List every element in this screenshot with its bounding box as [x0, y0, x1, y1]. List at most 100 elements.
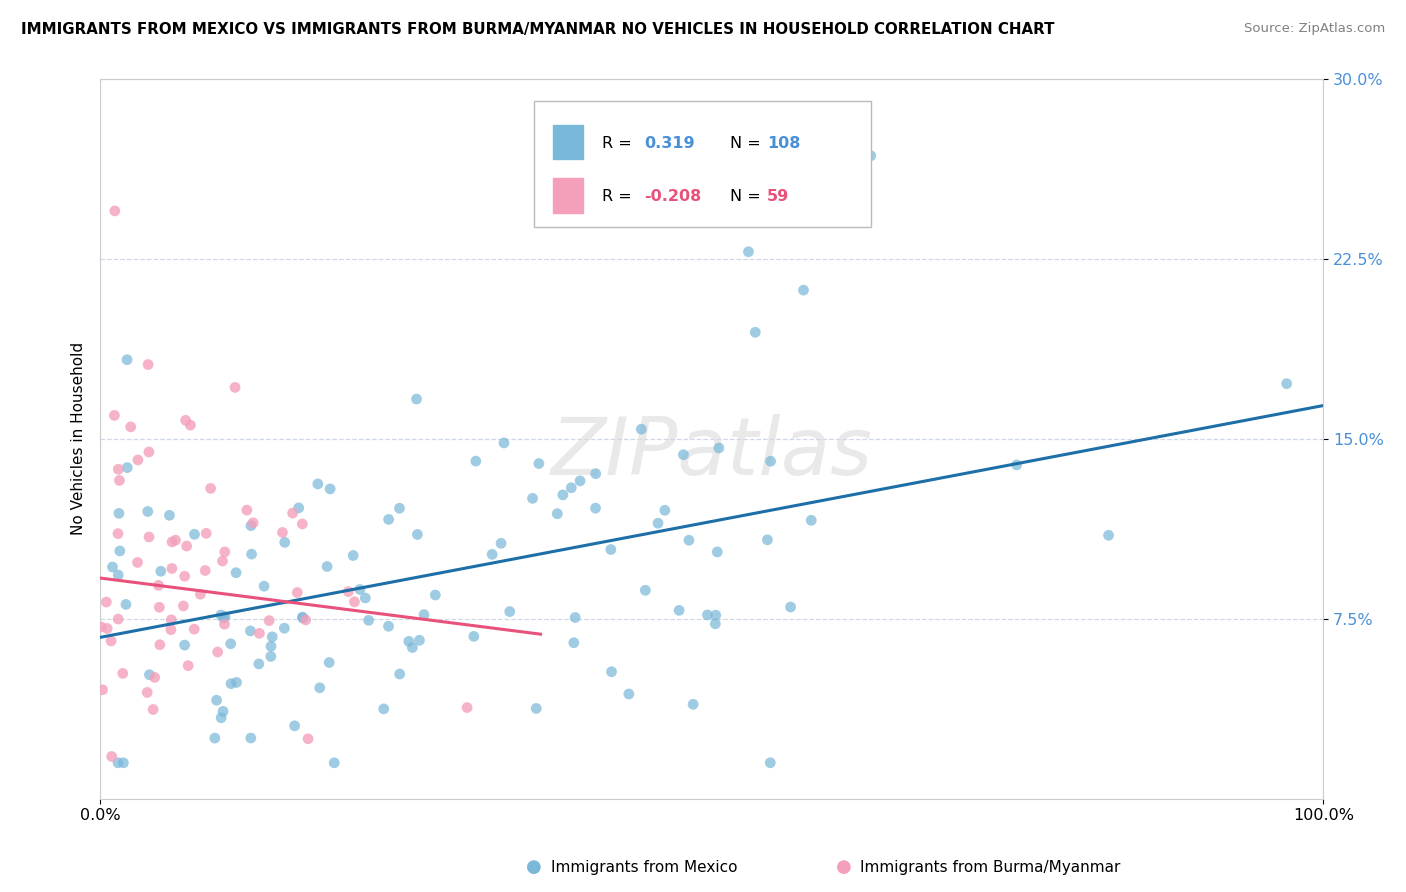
Point — [291, 516, 314, 531]
Point — [585, 501, 607, 516]
Point — [173, 569, 195, 583]
Point — [401, 640, 423, 655]
Point — [138, 530, 160, 544]
Point — [284, 719, 307, 733]
Point — [214, 545, 236, 559]
Point — [115, 352, 138, 367]
Point — [308, 681, 330, 695]
Point — [668, 603, 690, 617]
Point — [297, 731, 319, 746]
Point — [160, 623, 183, 637]
Point — [177, 658, 200, 673]
Text: 108: 108 — [766, 136, 800, 151]
Point — [551, 488, 574, 502]
Point — [291, 610, 314, 624]
Text: -0.208: -0.208 — [644, 189, 702, 204]
Point — [342, 549, 364, 563]
Text: R =: R = — [602, 136, 631, 151]
Point — [281, 506, 304, 520]
Point — [143, 670, 166, 684]
Point — [100, 749, 122, 764]
Point — [1275, 376, 1298, 391]
Point — [149, 638, 172, 652]
Point — [225, 566, 247, 580]
Point — [377, 512, 399, 526]
Point — [165, 533, 187, 548]
Point — [274, 535, 297, 549]
Point — [240, 547, 263, 561]
Point — [247, 626, 270, 640]
Point — [617, 687, 640, 701]
Point — [183, 527, 205, 541]
Text: ●: ● — [835, 858, 852, 876]
Point — [413, 607, 436, 622]
Point — [225, 675, 247, 690]
Text: ZIPatlas: ZIPatlas — [551, 414, 873, 492]
Point — [373, 702, 395, 716]
Point — [569, 474, 592, 488]
Point — [707, 441, 730, 455]
Point — [377, 619, 399, 633]
Point — [257, 614, 280, 628]
Point — [464, 454, 486, 468]
Point — [271, 525, 294, 540]
Bar — [553, 125, 583, 159]
Point — [756, 533, 779, 547]
Point — [307, 477, 329, 491]
Point — [127, 453, 149, 467]
Point — [260, 649, 283, 664]
Point — [247, 657, 270, 671]
Point — [127, 556, 149, 570]
Point — [759, 756, 782, 770]
FancyBboxPatch shape — [534, 101, 870, 227]
Point — [262, 630, 284, 644]
Text: Source: ZipAtlas.com: Source: ZipAtlas.com — [1244, 22, 1385, 36]
Point — [287, 500, 309, 515]
Point — [96, 622, 118, 636]
Point — [219, 637, 242, 651]
Point — [107, 526, 129, 541]
Point — [318, 656, 340, 670]
Point — [239, 731, 262, 745]
Point — [108, 544, 131, 558]
Point — [647, 516, 669, 531]
Point — [120, 420, 142, 434]
Point — [148, 600, 170, 615]
Text: Immigrants from Burma/Myanmar: Immigrants from Burma/Myanmar — [860, 860, 1121, 874]
Point — [792, 283, 814, 297]
Point — [100, 634, 122, 648]
Point — [212, 611, 235, 625]
Point — [337, 584, 360, 599]
Point — [319, 482, 342, 496]
Point — [209, 608, 232, 623]
Bar — [553, 178, 583, 212]
Point — [273, 621, 295, 635]
Point — [1005, 458, 1028, 472]
Point — [672, 448, 695, 462]
Point — [481, 548, 503, 562]
Point — [104, 203, 127, 218]
Text: N =: N = — [730, 189, 761, 204]
Point — [489, 536, 512, 550]
Point — [195, 526, 218, 541]
Text: N =: N = — [730, 136, 761, 151]
Point — [194, 564, 217, 578]
Point — [224, 380, 246, 394]
Point — [214, 617, 236, 632]
Point — [107, 462, 129, 476]
Point — [205, 693, 228, 707]
Point — [398, 634, 420, 648]
Point — [599, 542, 621, 557]
Point — [560, 481, 582, 495]
Point — [357, 613, 380, 627]
Point — [91, 682, 114, 697]
Point — [343, 595, 366, 609]
Point — [388, 501, 411, 516]
Point — [682, 698, 704, 712]
Point — [138, 667, 160, 681]
Point — [294, 613, 316, 627]
Point — [744, 326, 766, 340]
Point — [211, 554, 233, 568]
Point — [239, 518, 262, 533]
Point — [405, 392, 427, 406]
